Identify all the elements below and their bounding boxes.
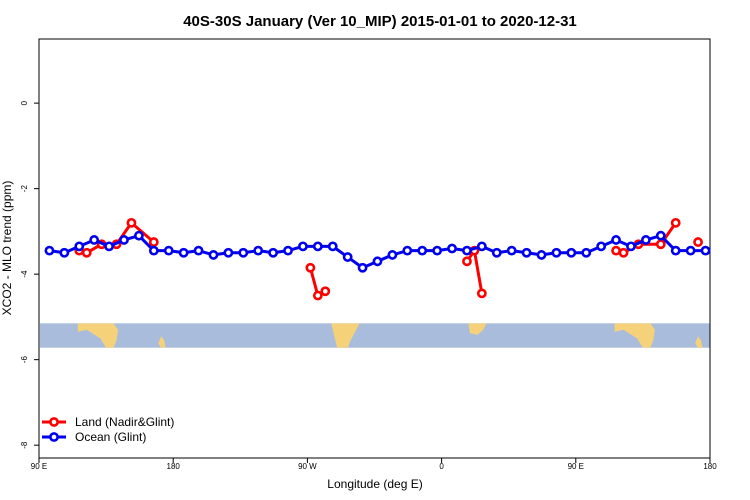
data-point xyxy=(462,245,472,256)
data-point xyxy=(693,237,703,247)
data-point xyxy=(700,245,711,256)
data-point xyxy=(148,245,159,256)
data-point xyxy=(566,247,577,258)
data-point xyxy=(521,247,532,258)
legend-label: Land (Nadir&Glint) xyxy=(75,415,174,429)
data-point xyxy=(312,241,323,252)
x-tick-label: 90 E xyxy=(31,462,47,471)
plot-frame xyxy=(38,38,711,459)
data-point xyxy=(126,217,137,228)
land-australia-2 xyxy=(614,323,655,348)
series-layer xyxy=(44,217,711,301)
data-point xyxy=(611,245,621,256)
data-point xyxy=(148,237,159,247)
data-point xyxy=(596,241,607,252)
data-point xyxy=(104,241,114,252)
data-point xyxy=(238,247,249,258)
x-tick-label: 90 E xyxy=(568,462,584,471)
data-point xyxy=(223,247,234,258)
data-point xyxy=(447,243,457,254)
data-point xyxy=(387,250,398,260)
legend-marker xyxy=(49,432,59,442)
x-axis-label: Longitude (deg E) xyxy=(327,477,422,491)
y-axis: 0 -2 -4 -6 -8 xyxy=(20,100,39,449)
y-tick-label: -8 xyxy=(20,441,29,449)
data-point xyxy=(491,247,502,258)
data-point xyxy=(253,245,264,256)
data-point xyxy=(134,230,144,241)
x-axis: 90 E 180 90 W 0 90 E 180 xyxy=(31,458,717,471)
data-point xyxy=(640,235,651,245)
y-tick-label: -6 xyxy=(20,356,29,364)
data-point xyxy=(611,235,621,245)
data-point xyxy=(536,250,547,260)
data-point xyxy=(476,241,487,252)
x-tick-label: 180 xyxy=(167,462,181,471)
x-tick-label: 0 xyxy=(439,462,444,471)
land-australia-1 xyxy=(77,323,119,348)
legend: Land (Nadir&Glint)Ocean (Glint) xyxy=(42,415,174,444)
data-point xyxy=(89,235,100,245)
data-point xyxy=(476,288,487,299)
data-point xyxy=(372,256,383,267)
data-point xyxy=(462,256,472,267)
chart-title: 40S-30S January (Ver 10_MIP) 2015-01-01 … xyxy=(183,13,577,30)
data-point xyxy=(59,247,70,258)
data-point xyxy=(685,245,696,256)
data-point xyxy=(193,245,204,256)
data-point xyxy=(305,262,316,273)
data-point xyxy=(283,245,293,256)
x-tick-label: 90 W xyxy=(298,462,317,471)
y-axis-label: XCO2 - MLO trend (ppm) xyxy=(0,181,14,316)
series-ocean xyxy=(44,230,711,273)
data-point xyxy=(44,245,55,256)
data-point xyxy=(670,245,681,256)
y-tick-label: 0 xyxy=(20,100,29,105)
y-tick-label: -4 xyxy=(20,270,29,278)
data-point xyxy=(670,217,681,228)
data-point xyxy=(402,245,413,256)
data-point xyxy=(655,239,666,250)
data-point xyxy=(74,241,85,252)
series-land xyxy=(74,217,703,301)
data-point xyxy=(655,230,666,241)
data-point xyxy=(581,247,592,258)
data-point xyxy=(618,247,629,258)
data-point xyxy=(327,241,338,252)
x-tick-label: 180 xyxy=(703,462,717,471)
data-point xyxy=(178,247,189,258)
data-point xyxy=(268,247,279,258)
data-point xyxy=(312,290,323,301)
data-point xyxy=(417,245,428,256)
legend-marker xyxy=(49,417,59,427)
data-point xyxy=(298,241,308,252)
land-new-zealand-2 xyxy=(695,336,703,348)
data-point xyxy=(81,247,92,258)
ocean-band xyxy=(40,323,710,348)
land-new-zealand-1 xyxy=(158,336,166,348)
y-tick-label: -2 xyxy=(20,185,29,193)
legend-label: Ocean (Glint) xyxy=(75,430,146,444)
land-south-america xyxy=(331,323,360,348)
data-point xyxy=(320,286,331,297)
data-point xyxy=(506,245,517,256)
data-point xyxy=(119,235,129,245)
land-south-africa xyxy=(468,323,487,335)
data-point xyxy=(208,250,219,260)
data-point xyxy=(163,245,174,256)
data-point xyxy=(342,252,353,262)
data-point xyxy=(357,262,368,273)
map-band xyxy=(40,323,710,348)
data-point xyxy=(432,245,443,256)
data-point xyxy=(626,241,636,252)
data-point xyxy=(551,247,562,258)
